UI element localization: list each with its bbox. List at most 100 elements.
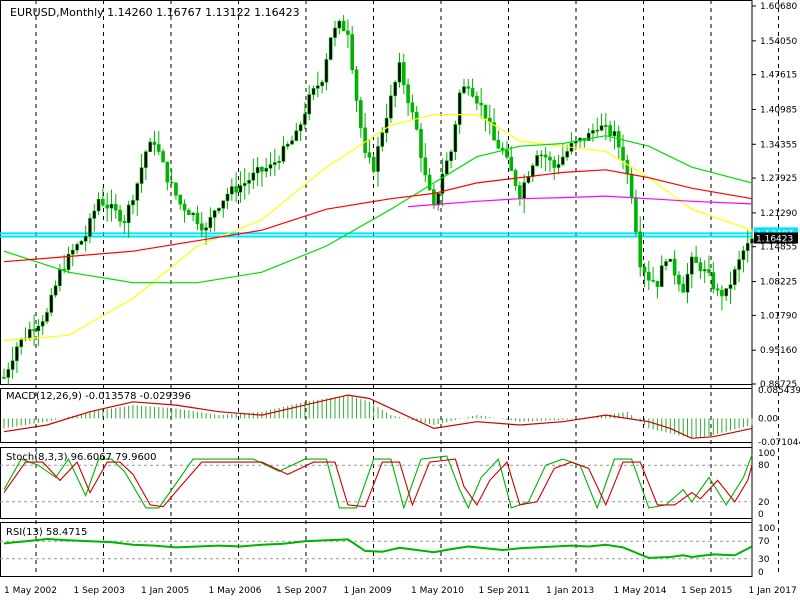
- candle-body: [750, 238, 754, 244]
- candle-body: [255, 166, 260, 174]
- candle-body: [466, 86, 471, 89]
- candle-body: [539, 154, 544, 157]
- candle-body: [393, 81, 397, 97]
- price-panel: [0, 14, 754, 386]
- candle-body: [548, 156, 552, 161]
- x-tick-label: 1 May 2006: [209, 586, 262, 596]
- x-tick-label: 1 Jan 2005: [141, 586, 189, 596]
- candle-body: [659, 265, 664, 287]
- x-tick-label: 1 Jan 2009: [344, 586, 392, 596]
- candle-body: [380, 132, 385, 147]
- candle-body: [242, 183, 247, 186]
- candle-body: [268, 164, 273, 169]
- stoch-main-line: [3, 454, 753, 510]
- candle-body: [401, 62, 406, 86]
- candle-body: [711, 272, 716, 290]
- candle-body: [427, 174, 432, 190]
- macd-tick-label: 0.085439: [758, 386, 800, 396]
- candle-body: [75, 244, 79, 251]
- candle-body: [264, 168, 269, 172]
- candle-body: [556, 164, 561, 168]
- y-tick-label: 1.54050: [760, 37, 797, 47]
- candle-body: [475, 95, 479, 104]
- candle-body: [440, 173, 445, 194]
- candle-body: [561, 156, 565, 165]
- candle-body: [733, 269, 737, 285]
- candle-body: [187, 209, 191, 216]
- candle-body: [6, 369, 11, 378]
- stoch-signal-line: [3, 458, 753, 508]
- candle-body: [182, 203, 187, 211]
- candle-body: [19, 338, 23, 348]
- candle-body: [479, 102, 483, 106]
- candle-body: [161, 151, 165, 163]
- candle-body: [303, 113, 307, 125]
- stoch-tick-label: 0: [758, 510, 764, 520]
- candle-body: [384, 117, 389, 134]
- candle-body: [526, 176, 531, 183]
- candle-body: [647, 271, 651, 281]
- candle-body: [432, 189, 436, 206]
- candle-body: [681, 283, 686, 293]
- candle-body: [462, 86, 466, 94]
- x-tick-label: 1 Sep 2007: [276, 586, 327, 596]
- rsi-label: RSI(13) 58.4715: [6, 527, 87, 538]
- candle-body: [552, 159, 557, 168]
- candle-body: [530, 165, 535, 178]
- macd-panel: [3, 394, 753, 439]
- candle-body: [608, 125, 612, 137]
- candle-body: [436, 193, 440, 206]
- candle-body: [88, 218, 92, 237]
- candle-body: [10, 360, 15, 370]
- candle-body: [655, 280, 660, 287]
- candle-body: [131, 200, 135, 206]
- candle-body: [139, 167, 144, 184]
- candle-body: [638, 231, 643, 268]
- candle-body: [509, 156, 514, 171]
- candle-body: [397, 62, 402, 83]
- x-tick-label: 1 Jan 2017: [749, 586, 797, 596]
- y-tick-label: 1.40985: [760, 105, 797, 115]
- candle-body: [685, 273, 690, 293]
- candle-body: [672, 258, 677, 276]
- rsi-tick-label: 30: [758, 555, 770, 565]
- candle-body: [346, 30, 350, 35]
- candle-body: [419, 128, 423, 159]
- candle-body: [83, 236, 88, 242]
- candle-body: [316, 85, 320, 89]
- candle-body: [642, 266, 647, 273]
- candle-body: [715, 288, 720, 291]
- candle-body: [728, 284, 733, 289]
- candle-body: [2, 377, 6, 379]
- macd-signal-line: [3, 394, 753, 439]
- candle-body: [191, 212, 195, 216]
- y-tick-label: 0.88725: [760, 380, 797, 390]
- x-tick-label: 1 May 2010: [411, 586, 464, 596]
- candle-body: [591, 130, 595, 134]
- candle-body: [58, 269, 62, 287]
- candle-body: [543, 154, 548, 158]
- candle-body: [586, 132, 591, 141]
- candle-body: [148, 141, 152, 153]
- candle-body: [367, 152, 372, 158]
- macd-tick-label: 0.00: [758, 414, 778, 424]
- chart-header: EURUSD,Monthly 1.14260 1.16767 1.13122 1…: [10, 6, 300, 19]
- candle-body: [720, 289, 724, 297]
- candle-body: [118, 209, 122, 222]
- candle-body: [290, 140, 294, 145]
- candle-body: [53, 285, 58, 296]
- x-tick-label: 1 May 2014: [614, 586, 667, 596]
- candle-body: [247, 180, 251, 184]
- candle-body: [350, 34, 355, 70]
- grid-layer: [0, 0, 779, 577]
- candle-body: [294, 130, 299, 141]
- candle-body: [453, 124, 458, 153]
- panel-frame: [0, 0, 753, 385]
- candle-body: [144, 151, 148, 168]
- candle-body: [328, 37, 333, 60]
- candle-body: [492, 122, 496, 141]
- candle-body: [217, 208, 221, 211]
- stoch-tick-label: 20: [758, 498, 770, 508]
- candle-body: [406, 84, 410, 104]
- candle-body: [152, 141, 157, 145]
